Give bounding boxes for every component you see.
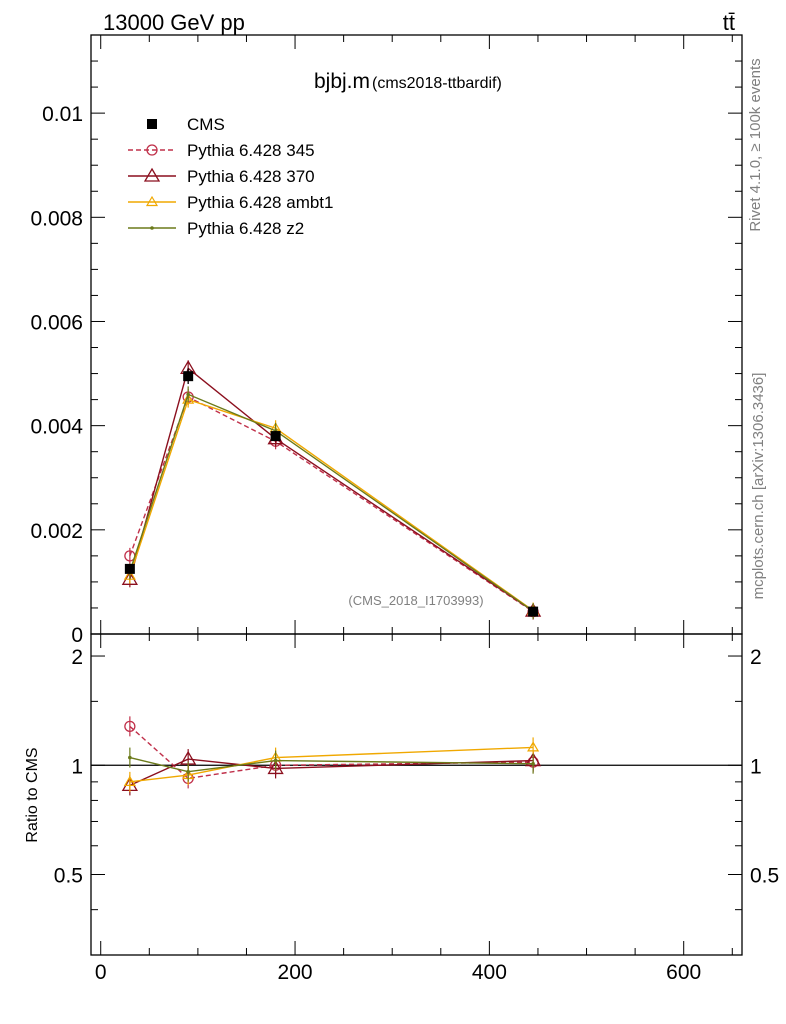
ratio-point: [267, 760, 284, 775]
data-point: [528, 606, 539, 617]
x-tick-label: 600: [666, 961, 701, 984]
data-point: [124, 563, 135, 574]
ratio-line-1: [129, 758, 534, 787]
y-tick-label: 0.004: [30, 416, 83, 439]
ratio-tick-label: 1: [71, 755, 83, 778]
ratio-axis-label: Ratio to CMS: [24, 747, 41, 842]
series-point: [121, 571, 138, 585]
ratio-point: [186, 769, 190, 774]
ratio-line-0: [129, 725, 534, 780]
ratio-point: [531, 761, 535, 766]
x-tick-label: 0: [95, 961, 107, 984]
legend-marker-data: [147, 119, 157, 129]
side-text-top: Rivet 4.1.0, ≥ 100k events: [747, 58, 764, 231]
x-tick-label: 200: [278, 961, 313, 984]
legend-label-data: CMS: [187, 115, 225, 134]
ratio-axes-box: [90, 633, 743, 956]
ratio-plot-frame: 0 200 400 600 0.5 0.5 1 1 2 2: [54, 633, 779, 984]
ratio-point: [123, 775, 136, 786]
plot-title: bjbj.m: [314, 70, 370, 93]
y-tick-label: 0.002: [30, 520, 83, 543]
series-line-3: [129, 393, 534, 612]
legend: CMS Pythia 6.428 345 Pythia 6.428 370 Pythi…: [128, 115, 333, 238]
ratio-tick-label: 2: [71, 646, 83, 669]
plot-subtitle: (cms2018-ttbardif): [372, 75, 502, 92]
legend-marker-0: [146, 144, 158, 156]
series-line-1: [129, 367, 534, 612]
ratio-point: [124, 720, 136, 733]
watermark: (CMS_2018_I1703993): [348, 593, 483, 608]
series-line-0: [129, 396, 534, 613]
legend-label-3: Pythia 6.428 z2: [187, 219, 304, 238]
legend-label-2: Pythia 6.428 ambt1: [187, 193, 333, 212]
legend-label-1: Pythia 6.428 370: [187, 167, 315, 186]
ratio-point: [128, 755, 132, 760]
ratio-tick-label-right: 1: [750, 755, 762, 778]
ratio-tick-label-right: 2: [750, 646, 762, 669]
y-tick-label: 0.01: [42, 103, 83, 126]
ratio-tick-label: 0.5: [54, 864, 83, 887]
series-line-2: [129, 398, 534, 612]
series-point: [186, 392, 190, 397]
header-left: 13000 GeV pp: [103, 10, 245, 35]
x-tick-label: 400: [472, 961, 507, 984]
series-point: [182, 393, 195, 404]
y-tick-label: 0.006: [30, 311, 83, 334]
ratio-point: [273, 758, 278, 763]
legend-marker-2: [145, 195, 159, 207]
legend-label-0: Pythia 6.428 345: [187, 141, 315, 160]
data-point: [270, 431, 281, 442]
ratio-line-3: [129, 756, 534, 773]
main-plot-frame: 0 0.002 0.004 0.006 0.008 0.01: [30, 34, 743, 955]
header-right: tt̄: [723, 10, 735, 35]
y-tick-label: 0: [71, 624, 83, 647]
y-tick-label: 0.008: [30, 207, 83, 230]
side-text-bottom: mcplots.cern.ch [arXiv:1306.3436]: [750, 373, 767, 600]
data-marks: [121, 360, 542, 796]
data-point: [183, 371, 194, 382]
legend-marker-1: [143, 167, 161, 182]
ratio-point: [527, 741, 540, 752]
ratio-tick-label-right: 0.5: [750, 864, 779, 887]
legend-marker-3: [150, 226, 154, 230]
